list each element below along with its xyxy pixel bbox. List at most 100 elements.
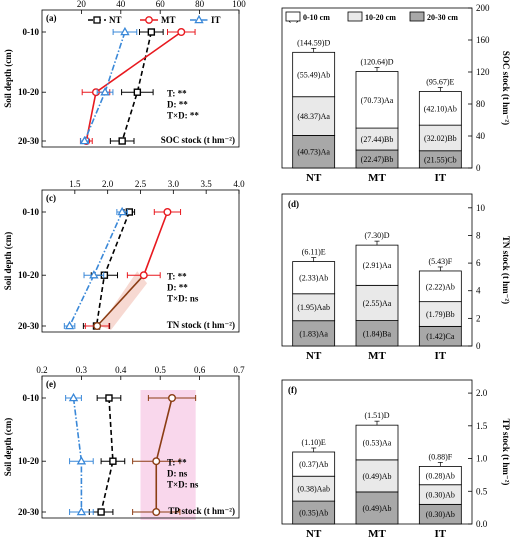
x-tick-label: 0.4 <box>115 365 127 375</box>
bar-segment-20-30cm <box>355 491 399 525</box>
x-tick-label: 20 <box>77 0 87 9</box>
series-line-MT-lower <box>96 274 145 327</box>
data-point-IT <box>100 87 110 96</box>
segment-value-label: (0.35)Ab <box>299 509 328 518</box>
bar-segment-10-20cm <box>292 96 336 136</box>
y-tick-label: 200 <box>476 3 490 13</box>
bar-segment-20-30cm <box>292 135 336 169</box>
x-tick-label: 0.6 <box>194 365 206 375</box>
category-label: IT <box>435 350 447 362</box>
total-value-label: (120.64)D <box>360 57 393 66</box>
segment-value-label: (42.10)Ab <box>424 104 457 113</box>
stats-label: T×D: ns <box>167 293 199 303</box>
total-value-label: (5.43)F <box>428 257 452 266</box>
y-tick-label: 8 <box>476 230 481 240</box>
y-tick-label: 0.0 <box>476 519 488 529</box>
data-point-IT <box>120 26 130 36</box>
bar-segment-20-30cm <box>355 320 399 347</box>
legend-label: 20-30 cm <box>427 13 458 22</box>
y-tick-label: 0 <box>476 163 481 173</box>
y-category-label: 0-10 <box>23 393 40 403</box>
data-point-NT <box>133 88 142 96</box>
data-point-IT <box>89 270 99 279</box>
y-tick-label: 6 <box>476 258 481 268</box>
y-axis-title: Soil depth (cm) <box>3 418 13 477</box>
category-label: NT <box>306 172 322 184</box>
tn-mt-shading <box>99 271 148 330</box>
legend-label-IT: IT <box>211 15 221 25</box>
category-label: IT <box>435 172 447 184</box>
category-label: NT <box>306 528 322 540</box>
y-tick-label: 1.5 <box>476 421 488 431</box>
legend-label-NT: NT <box>109 15 122 25</box>
x-tick-label: 2.0 <box>102 179 114 189</box>
category-label: IT <box>435 528 447 540</box>
x-tick-label: 80 <box>195 0 205 9</box>
category-label: NT <box>306 350 322 362</box>
legend-swatch <box>347 11 363 22</box>
stats-label: D: ** <box>167 99 188 109</box>
data-point-NT <box>97 508 105 516</box>
stats-label: D: ** <box>167 282 188 292</box>
stats-label: T: ** <box>167 457 187 467</box>
plot-frame-e <box>41 375 240 519</box>
bar-segment-0-10cm <box>355 244 399 286</box>
bar-segment-10-20cm <box>355 459 399 493</box>
segment-value-label: (55.49)Ab <box>297 71 330 80</box>
y-axis-title: TP stock (t hm⁻²) <box>501 419 511 486</box>
bar-segment-0-10cm <box>292 261 336 295</box>
y-category-label: 20-30 <box>18 136 39 146</box>
x-axis-title: TP stock (t hm⁻²) <box>168 506 235 516</box>
panel-label-c: (c) <box>46 193 56 203</box>
segment-value-label: (1.79)Bb <box>426 310 455 319</box>
y-axis-title: TN stock (t hm⁻²) <box>501 236 511 304</box>
y-tick-label: 0 <box>476 341 481 351</box>
data-point-IT <box>76 506 87 516</box>
x-tick-label: 3.5 <box>201 179 213 189</box>
data-point-NT <box>105 394 113 402</box>
y-tick-label: 160 <box>476 35 490 45</box>
x-tick-label: 0.2 <box>36 365 47 375</box>
x-tick-label: 0.3 <box>76 365 88 375</box>
data-point-MT <box>93 322 102 331</box>
panel-label-d: (d) <box>288 199 299 209</box>
y-tick-label: 1.0 <box>476 454 488 464</box>
x-axis-title: TN stock (t hm⁻²) <box>167 320 235 330</box>
stats-label: T×D: ** <box>167 110 199 120</box>
stats-label: T×D: ns <box>167 479 199 489</box>
data-point-NT <box>118 137 126 145</box>
x-tick-label: 100 <box>232 0 246 9</box>
y-tick-label: 0.5 <box>476 486 488 496</box>
segment-value-label: (27.44)Bb <box>361 135 394 144</box>
segment-value-label: (21.55)Cb <box>424 155 457 164</box>
segment-value-label: (1.84)Ba <box>363 329 392 338</box>
segment-value-label: (0.49)Ab <box>362 472 391 481</box>
data-point-MT <box>168 394 177 403</box>
segment-value-label: (1.42)Ca <box>426 332 455 341</box>
panel-label-a: (a) <box>46 13 57 23</box>
total-value-label: (1.10)E <box>302 438 326 447</box>
y-category-label: 20-30 <box>18 321 39 331</box>
x-tick-label: 40 <box>116 0 126 9</box>
y-tick-label: 120 <box>476 67 490 77</box>
bar-segment-0-10cm <box>418 270 462 303</box>
y-category-label: 0-10 <box>23 207 40 217</box>
y-category-label: 10-20 <box>18 456 39 466</box>
stats-label: D: ns <box>167 468 188 478</box>
legend-label: 0-10 cm <box>303 13 330 22</box>
data-point-IT <box>64 320 75 330</box>
segment-value-label: (32.02)Bb <box>424 134 457 143</box>
data-point-MT <box>177 28 186 37</box>
legend-swatch <box>409 11 425 22</box>
segment-value-label: (0.38)Aab <box>297 485 330 494</box>
x-tick-label: 60 <box>156 0 166 9</box>
legend-marker-IT <box>194 14 204 24</box>
category-label: MT <box>368 528 386 540</box>
total-value-label: (7.30)D <box>364 231 389 240</box>
segment-value-label: (2.33)Ab <box>299 274 328 283</box>
x-tick-label: 1.5 <box>69 179 81 189</box>
total-value-label: (0.88)F <box>428 452 452 461</box>
category-label: MT <box>368 172 386 184</box>
series-line-MT <box>85 31 182 142</box>
segment-value-label: (0.28)Ab <box>426 472 455 481</box>
